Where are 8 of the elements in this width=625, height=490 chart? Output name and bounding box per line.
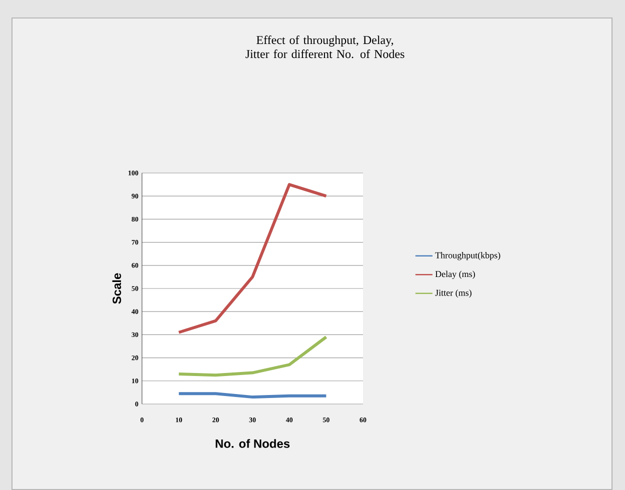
legend-label: Jitter (ms): [435, 290, 472, 298]
line-series: [177, 336, 328, 377]
legend-label: Delay (ms): [435, 270, 475, 279]
line-series: [177, 183, 328, 334]
y-axis-title: Scale: [112, 273, 122, 304]
x-axis-title: No. of Nodes: [216, 439, 290, 448]
chart-title: Effect of throughput, Delay, Jitter for different No. of Nodes: [246, 36, 404, 58]
legend-label: Throughput(kbps): [435, 252, 500, 260]
